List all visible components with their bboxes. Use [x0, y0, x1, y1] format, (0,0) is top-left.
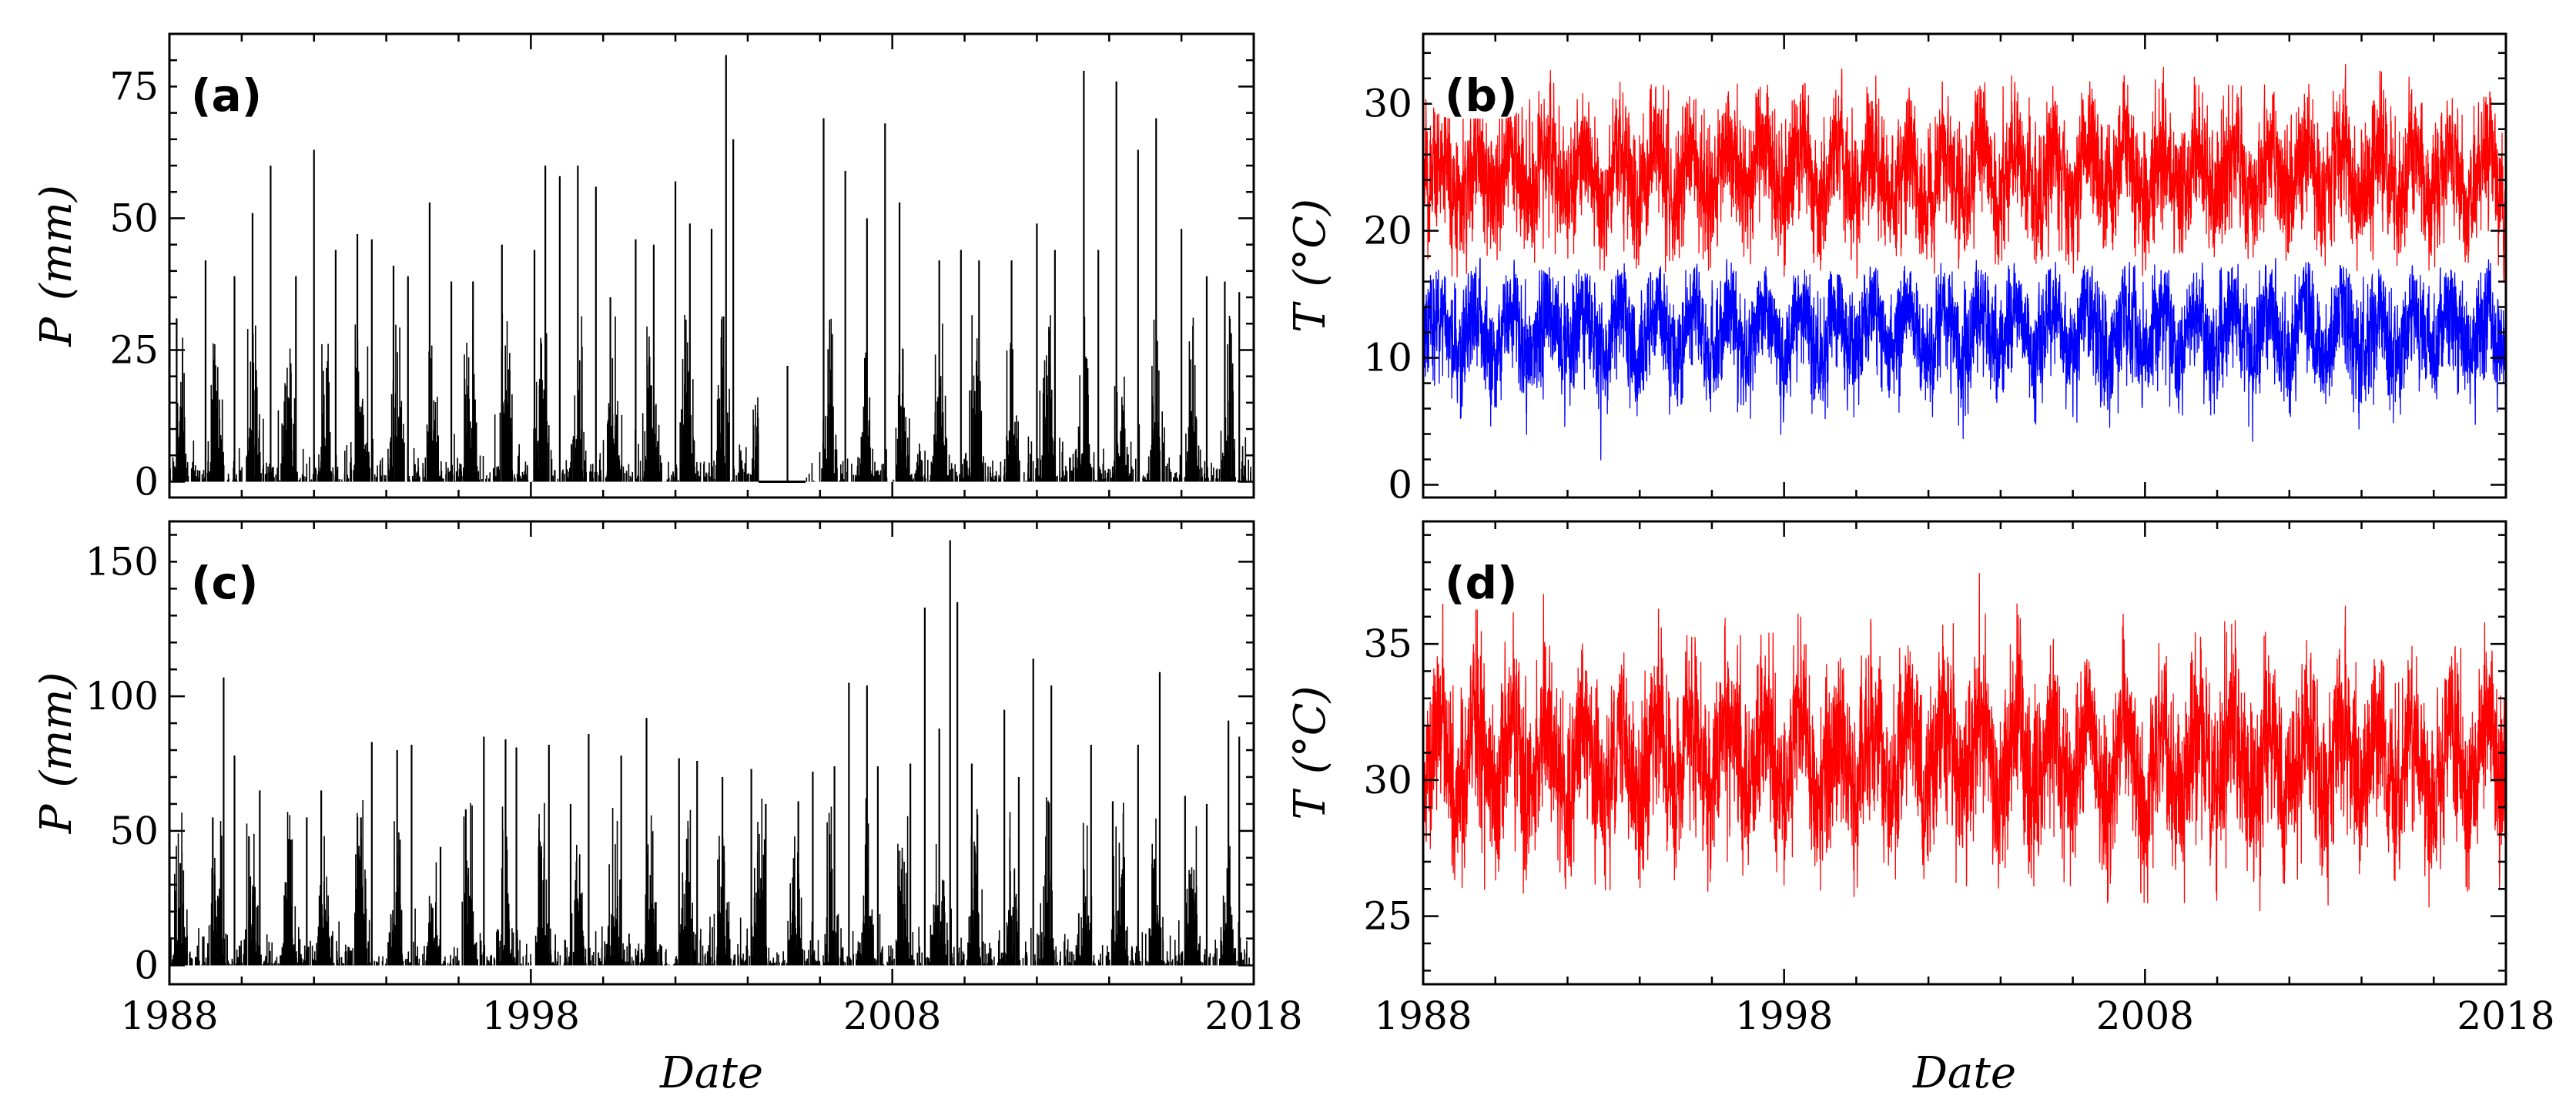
- y-tick-label: 50: [109, 809, 159, 853]
- precip-peaks-c: [179, 540, 1241, 966]
- x-tick-label: 2008: [843, 993, 941, 1038]
- y-axis-label-main: T: [1285, 301, 1335, 333]
- plot-area-c: [169, 540, 1250, 966]
- y-axis-label-main: P: [32, 803, 82, 834]
- x-tick-label: 2008: [2096, 993, 2194, 1038]
- panel-label-b: (b): [1445, 69, 1518, 122]
- y-axis-label-a: P (mm): [32, 185, 82, 347]
- panel-d: 25 30 35 1988 1998 2008 2018 (d) T (°C) Date: [1285, 520, 2555, 1098]
- y-tick-label: 150: [85, 539, 159, 584]
- x-tick-label: 1988: [120, 993, 218, 1038]
- y-axis-label-main: T: [1285, 788, 1335, 819]
- y-tick-label: 0: [134, 459, 159, 504]
- y-axis-label-unit: (°C): [1285, 686, 1335, 775]
- x-axis-label-d: Date: [1912, 1048, 2016, 1098]
- y-axis-label-c: P (mm): [32, 672, 82, 835]
- y-tick-label: 50: [109, 196, 159, 240]
- panel-label-a: (a): [191, 69, 262, 122]
- series-line-tmin-b: [1422, 257, 2507, 461]
- x-tick-label: 1998: [482, 993, 580, 1038]
- y-axis-label-d: T (°C): [1285, 686, 1335, 820]
- y-tick-label: 100: [85, 674, 159, 719]
- axes-frame-d: [1422, 520, 2507, 986]
- y-tick-label: 0: [1388, 463, 1412, 508]
- plot-area-b: [1422, 63, 2507, 461]
- series-line-tmax-d: [1422, 573, 2507, 912]
- y-tick-label: 0: [134, 943, 159, 988]
- y-tick-label: 35: [1363, 622, 1412, 666]
- y-tick-label: 20: [1363, 209, 1412, 253]
- x-tick-label: 2018: [2457, 993, 2554, 1038]
- y-axis-label-b: T (°C): [1285, 199, 1335, 333]
- y-tick-label: 25: [1363, 894, 1412, 939]
- panel-label-bg-b: [1431, 49, 1523, 119]
- panel-c: 0 50 100 150 1988 1998 2008 2018 (c) P (mm) Date: [32, 520, 1303, 1098]
- panel-a: 0 25 50 75 (a) P (mm): [32, 32, 1255, 504]
- y-tick-label: 10: [1363, 336, 1412, 380]
- precip-peaks-a: [176, 55, 1241, 482]
- y-tick-label: 75: [109, 64, 159, 109]
- y-tick-label: 30: [1363, 758, 1412, 802]
- precip-bars-c: [169, 797, 1250, 966]
- y-axis-label-unit: (°C): [1285, 199, 1335, 287]
- ticks-a: 0 25 50 75: [109, 32, 1255, 504]
- axes-frame-c: [168, 520, 1255, 986]
- precip-bars-a: [169, 311, 1251, 482]
- panel-label-bg-c: [177, 537, 270, 606]
- x-axis-label-c: Date: [659, 1048, 763, 1098]
- panel-b: 0 10 20 30 (b) T (°C): [1285, 32, 2507, 508]
- y-tick-label: 25: [109, 327, 159, 372]
- panel-label-d: (d): [1445, 557, 1518, 609]
- y-axis-label-unit: (mm): [32, 672, 82, 788]
- axes-frame-b: [1422, 32, 2507, 499]
- plot-area-a: [169, 55, 1251, 483]
- panel-label-c: (c): [191, 557, 258, 609]
- ticks-b: 0 10 20 30: [1363, 34, 2507, 508]
- y-axis-label-unit: (mm): [32, 185, 82, 300]
- x-tick-label: 2018: [1204, 993, 1302, 1038]
- x-tick-label: 1998: [1735, 993, 1833, 1038]
- plot-area-d: [1422, 573, 2507, 912]
- y-tick-label: 30: [1363, 82, 1412, 126]
- ticks-c: 0 50 100 150 1988 1998 2008 2018: [85, 521, 1303, 1038]
- panel-label-bg-a: [177, 49, 270, 119]
- x-tick-label: 1988: [1374, 993, 1472, 1038]
- ticks-d: 25 30 35 1988 1998 2008 2018: [1363, 521, 2555, 1038]
- series-line-tmax-b: [1422, 63, 2507, 283]
- axes-frame-a: [168, 32, 1255, 499]
- y-axis-label-main: P: [32, 317, 82, 347]
- panel-label-bg-d: [1431, 537, 1523, 606]
